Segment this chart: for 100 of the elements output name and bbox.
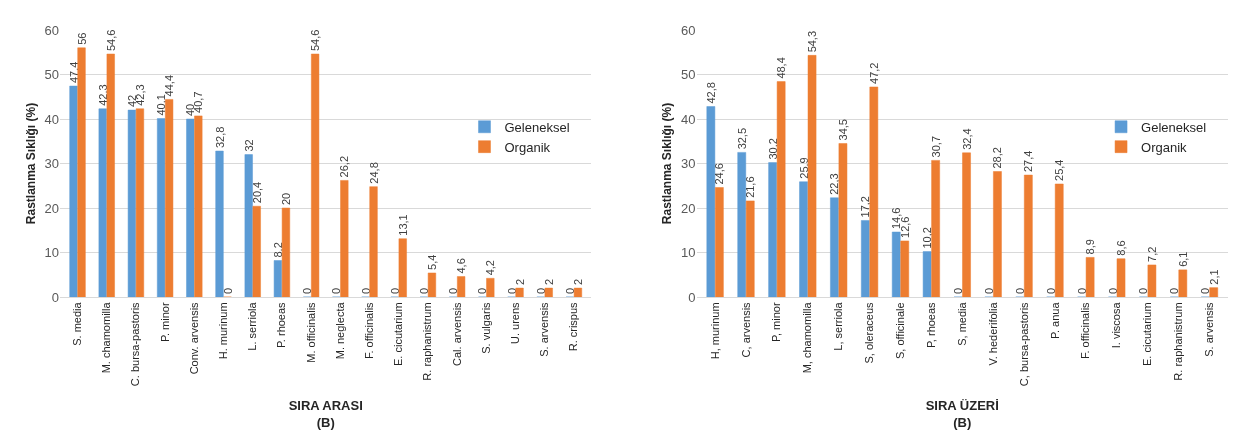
y-axis-title: Rastlanma Sıklığı (%): [660, 102, 675, 225]
data-label: 40,1: [155, 94, 168, 116]
y-tick-label: 0: [51, 289, 59, 305]
bar: [281, 207, 290, 297]
data-label: 0: [1106, 287, 1119, 294]
bar: [1116, 258, 1126, 297]
x-tick-label: I. viscosa: [1110, 301, 1123, 349]
bar: [127, 109, 136, 297]
data-label: 32,8: [213, 126, 226, 149]
legend-label: Organik: [1141, 139, 1188, 155]
x-tick-label: P. anua: [1048, 301, 1061, 339]
x-tick-label: C. bursa-pastoris: [129, 301, 142, 387]
data-label: 5,4: [425, 254, 438, 270]
bar: [215, 150, 224, 297]
x-tick-label: S. arvensis: [538, 301, 551, 357]
x-tick-label: P. rhoeas: [275, 301, 288, 349]
data-label: 6,1: [1176, 251, 1189, 267]
bar: [962, 152, 971, 297]
bar: [106, 53, 115, 297]
data-label: 0: [505, 287, 518, 294]
bar: [768, 162, 777, 297]
y-tick-label: 60: [681, 22, 696, 38]
data-label: 0: [1044, 287, 1057, 294]
x-tick-label: Conv. arvensis: [187, 301, 200, 375]
data-label: 42,8: [704, 82, 717, 104]
x-tick-label: R. raphanistrum: [421, 302, 434, 381]
data-label: 30,2: [766, 138, 779, 160]
y-tick-label: 40: [44, 111, 59, 127]
data-label: 0: [388, 287, 401, 294]
data-label: 0: [447, 287, 460, 294]
data-label: 54,6: [309, 29, 322, 52]
bar: [135, 108, 144, 297]
x-tick-label: S, officinale: [894, 302, 907, 360]
data-label: 0: [1168, 287, 1181, 294]
y-tick-label: 20: [44, 200, 59, 216]
bar: [340, 180, 349, 297]
data-label: 25,4: [1053, 159, 1066, 181]
bar: [706, 106, 716, 297]
bar: [891, 231, 901, 297]
data-label: 32,4: [960, 128, 973, 150]
bar: [1024, 174, 1033, 297]
data-label: 26,2: [338, 155, 351, 178]
x-tick-label: F. officinalis: [363, 301, 376, 360]
data-label: 0: [330, 287, 343, 294]
data-label: 24,8: [367, 162, 380, 184]
data-label: 0: [301, 287, 314, 294]
x-tick-label: L, serriola: [832, 301, 845, 351]
bar: [1178, 269, 1188, 297]
data-label: 0: [476, 287, 489, 294]
data-label: 54,6: [104, 29, 117, 52]
bar: [457, 276, 466, 297]
data-label: 13,1: [396, 214, 409, 236]
x-tick-label: E. cicutarium: [1141, 302, 1154, 366]
x-tick-label: V. hederifolia: [986, 301, 999, 366]
bar: [869, 86, 879, 297]
data-label: 4,6: [455, 258, 468, 274]
bar: [807, 55, 817, 297]
data-label: 0: [1013, 287, 1026, 294]
bar: [244, 154, 253, 297]
y-tick-label: 0: [688, 289, 696, 305]
data-label: 48,4: [775, 57, 788, 79]
bar: [369, 186, 378, 297]
data-label: 0: [563, 287, 576, 294]
bar: [1054, 183, 1064, 297]
x-tick-label: C, arvensis: [739, 301, 752, 358]
data-label: 8,9: [1084, 239, 1097, 255]
x-axis-title: SIRA ÜZERİ (B): [925, 397, 999, 430]
data-label: 47,2: [867, 62, 880, 84]
y-tick-label: 10: [681, 245, 696, 261]
x-tick-label: U. urens: [509, 301, 522, 344]
bar: [98, 108, 107, 297]
data-label: 24,6: [713, 163, 726, 185]
y-tick-label: 20: [681, 200, 696, 216]
y-tick-label: 10: [44, 245, 59, 261]
bar: [922, 251, 932, 297]
bar: [830, 197, 839, 297]
bar: [737, 152, 747, 297]
x-tick-label: Cal. arvensis: [450, 301, 463, 366]
x-tick-label: M. neglecta: [333, 301, 346, 360]
x-tick-label: P. minor: [158, 302, 171, 342]
x-tick-label: E. cicutarium: [392, 302, 405, 366]
bar: [861, 220, 870, 297]
x-tick-label: P, rhoeas: [924, 301, 937, 349]
bar: [931, 160, 940, 297]
data-label: 0: [1199, 287, 1212, 294]
x-tick-label: L. serriola: [246, 301, 259, 351]
bar: [252, 205, 261, 297]
bar: [486, 278, 495, 297]
data-label: 0: [952, 287, 965, 294]
x-tick-label: H. murinum: [217, 302, 230, 360]
bar: [1147, 264, 1157, 297]
data-label: 47,4: [67, 61, 80, 84]
data-label: 42,3: [96, 84, 109, 106]
bar: [838, 143, 848, 297]
x-axis-title: SIRA ARASI (B): [288, 397, 363, 430]
y-tick-label: 60: [44, 22, 59, 38]
data-label: 17,2: [859, 196, 872, 218]
legend-label: Geleneksel: [1141, 119, 1207, 135]
y-tick-label: 50: [44, 67, 59, 83]
data-label: 4,2: [484, 260, 497, 276]
